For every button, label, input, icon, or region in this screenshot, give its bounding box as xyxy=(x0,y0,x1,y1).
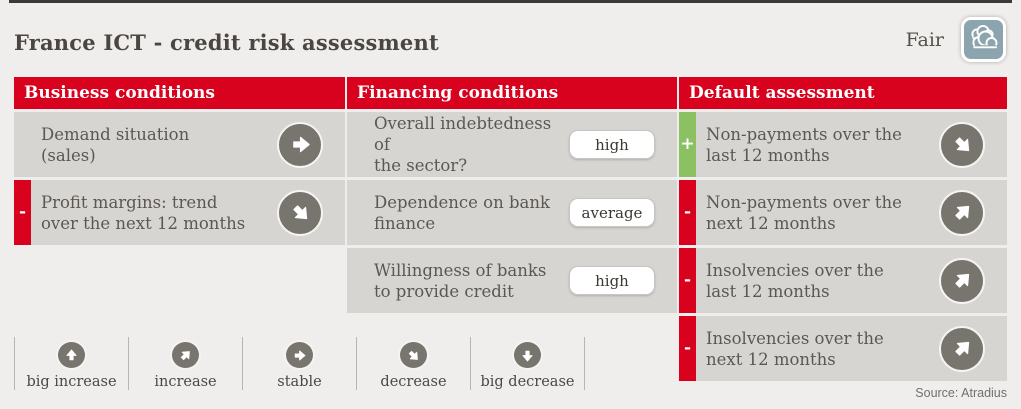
legend-item-big-decrease: big decrease xyxy=(470,337,584,390)
row-label: Insolvencies over the last 12 months xyxy=(706,260,884,301)
row-label: Willingness of banks to provide credit xyxy=(374,260,547,301)
default-assessment-header: Default assessment xyxy=(679,77,1007,109)
financing-row-bank-willingness: Willingness of banks to provide credit h… xyxy=(347,248,677,313)
assessment-grid: Business conditions Demand situation (sa… xyxy=(14,77,1007,381)
increase-arrow-icon xyxy=(939,189,985,236)
trend-legend: big increase increase stable decrease bi… xyxy=(14,337,585,390)
stable-arrow-icon xyxy=(284,340,315,370)
decrease-arrow-icon xyxy=(398,340,429,370)
positive-marker: + xyxy=(679,112,696,177)
rating-pill: average xyxy=(569,198,655,227)
row-label: Non-payments over the last 12 months xyxy=(706,124,902,165)
row-label: Overall indebtedness of the sector? xyxy=(374,114,552,175)
rating-pill: high xyxy=(569,266,655,295)
negative-marker: - xyxy=(679,248,696,313)
default-row-insolvencies-last: - Insolvencies over the last 12 months xyxy=(679,248,1007,313)
rating-pill: high xyxy=(569,130,655,159)
business-row-profit-margins: - Profit margins: trend over the next 12… xyxy=(14,180,345,245)
default-row-nonpayments-next: - Non-payments over the next 12 months xyxy=(679,180,1007,245)
negative-marker: - xyxy=(679,316,696,381)
legend-item-increase: increase xyxy=(128,337,242,390)
legend-item-big-increase: big increase xyxy=(14,337,128,390)
legend-item-decrease: decrease xyxy=(356,337,470,390)
decrease-arrow-icon xyxy=(939,121,985,168)
default-row-nonpayments-last: + Non-payments over the last 12 months xyxy=(679,112,1007,177)
row-label: Insolvencies over the next 12 months xyxy=(706,328,884,369)
column-business-conditions: Business conditions Demand situation (sa… xyxy=(14,77,345,381)
legend-label: big decrease xyxy=(480,374,575,390)
row-label: Profit margins: trend over the next 12 m… xyxy=(41,192,246,233)
big-decrease-arrow-icon xyxy=(512,340,543,370)
stable-arrow-icon xyxy=(277,121,323,168)
page-title: France ICT - credit risk assessment xyxy=(14,30,439,55)
financing-row-indebtedness: Overall indebtedness of the sector? high xyxy=(347,112,677,177)
rating-label: Fair xyxy=(905,28,944,51)
top-border-line xyxy=(9,0,1012,3)
decrease-arrow-icon xyxy=(277,189,323,236)
business-conditions-header: Business conditions xyxy=(14,77,345,109)
business-row-demand: Demand situation (sales) xyxy=(14,112,345,177)
negative-marker: - xyxy=(14,180,31,245)
legend-label: big increase xyxy=(26,374,117,390)
source-note: Source: Atradius xyxy=(915,386,1007,400)
increase-arrow-icon xyxy=(939,325,985,372)
default-row-insolvencies-next: - Insolvencies over the next 12 months xyxy=(679,316,1007,381)
column-default-assessment: Default assessment + Non-payments over t… xyxy=(679,77,1007,381)
clouds-icon xyxy=(961,17,1006,62)
row-label: Non-payments over the next 12 months xyxy=(706,192,902,233)
overall-rating: Fair xyxy=(906,17,1006,62)
increase-arrow-icon xyxy=(170,340,201,370)
increase-arrow-icon xyxy=(939,257,985,304)
negative-marker: - xyxy=(679,180,696,245)
big-increase-arrow-icon xyxy=(56,340,87,370)
legend-item-stable: stable xyxy=(242,337,356,390)
legend-label: increase xyxy=(154,374,217,390)
column-financing-conditions: Financing conditions Overall indebtednes… xyxy=(347,77,677,381)
row-label: Demand situation (sales) xyxy=(41,124,190,165)
row-label: Dependence on bank finance xyxy=(374,192,550,233)
financing-conditions-header: Financing conditions xyxy=(347,77,677,109)
financing-row-bank-dependence: Dependence on bank finance average xyxy=(347,180,677,245)
legend-label: stable xyxy=(277,374,322,390)
legend-label: decrease xyxy=(380,374,447,390)
